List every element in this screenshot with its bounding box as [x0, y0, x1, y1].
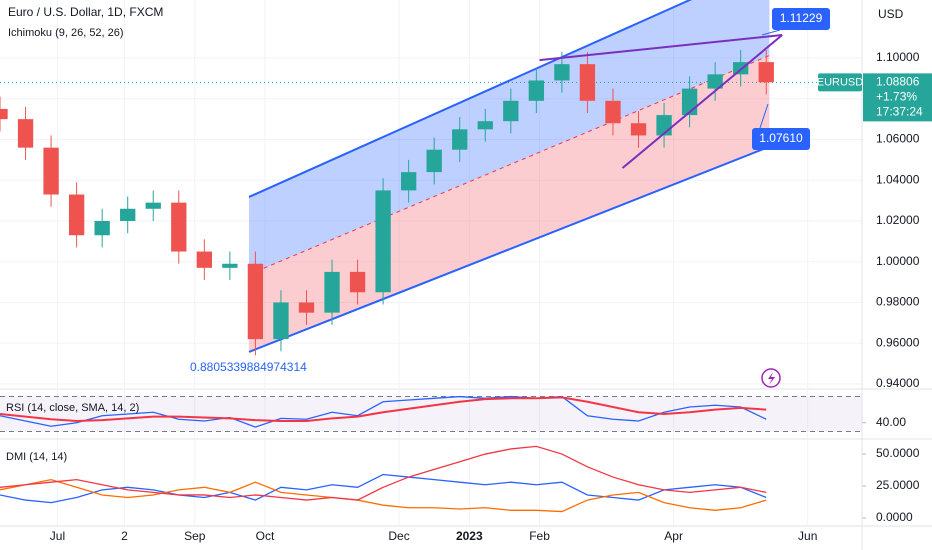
indicator-title: Ichimoku (9, 26, 52, 26)	[8, 27, 124, 39]
candle-body	[298, 302, 315, 313]
candle-body	[273, 302, 289, 340]
candle-body	[758, 62, 774, 83]
candle-body	[94, 220, 110, 236]
candle-body	[17, 119, 34, 148]
candle-body	[477, 121, 493, 130]
annotation-label: 1.11229	[780, 11, 823, 25]
price-pane	[0, 0, 783, 356]
countdown-label: 17:37:24	[876, 105, 923, 119]
annotation-connector	[759, 103, 769, 129]
candle-body	[120, 208, 136, 221]
candle-body	[43, 147, 59, 195]
candle-body	[145, 202, 161, 209]
candle-body	[579, 64, 596, 101]
candle-body	[554, 64, 570, 81]
candle-body	[68, 194, 85, 236]
y-tick-label: 1.00000	[876, 254, 920, 268]
y-tick-label: 1.04000	[876, 172, 920, 186]
candle-body	[426, 149, 442, 173]
indicator-panes	[0, 395, 862, 513]
y-tick-label: 0.96000	[876, 335, 920, 349]
y-tick-label: 40.00	[876, 415, 906, 429]
currency: USD	[878, 7, 904, 21]
candle-body	[707, 74, 723, 89]
candle-body	[528, 80, 545, 101]
y-tick-label: 0.0000	[876, 510, 913, 524]
x-tick-label: Sep	[184, 529, 206, 543]
x-tick-label: Apr	[664, 529, 683, 543]
indicator-line	[0, 396, 767, 422]
annotation-label: 1.07610	[759, 131, 803, 145]
rsi-title: RSI (14, close, SMA, 14, 2)	[6, 402, 139, 414]
y-tick-label: 1.10000	[876, 50, 920, 64]
indicator-line	[0, 395, 767, 428]
symbol-label: EURUSD	[817, 76, 864, 88]
candle-body	[0, 108, 8, 120]
x-tick-label: Jul	[50, 529, 65, 543]
x-tick-label: 2023	[456, 529, 483, 543]
labels: Jul2SepOctDec2023FebAprJun1.100001.08000…	[50, 8, 932, 543]
annotation-box	[772, 8, 830, 30]
indicator-line	[0, 445, 767, 501]
x-tick-label: Oct	[256, 529, 275, 543]
rsi-band-fill	[0, 396, 862, 432]
candle-body	[247, 263, 264, 340]
symbol-tag	[818, 73, 862, 92]
candle-body	[630, 123, 647, 136]
channel-upper	[248, 0, 693, 198]
change-label: +1.73%	[876, 90, 917, 104]
price-tag	[863, 73, 932, 122]
x-tick-label: 2	[121, 529, 128, 543]
indicator-line	[0, 473, 767, 504]
event-icon-bolt	[768, 372, 775, 385]
grid	[0, 0, 866, 525]
x-tick-label: Dec	[388, 529, 409, 543]
y-tick-label: 50.0000	[876, 446, 920, 460]
candle-body	[375, 190, 391, 293]
annotation-label: 0.8805339884974314	[190, 360, 307, 374]
y-tick-label: 1.06000	[876, 132, 920, 146]
indicator-line	[0, 478, 767, 513]
candle-body	[324, 271, 340, 313]
event-icon[interactable]	[761, 368, 781, 388]
y-tick-label: 0.94000	[876, 376, 920, 390]
candle-body	[503, 100, 519, 122]
wedge-line	[621, 34, 783, 169]
candle-body	[171, 202, 187, 252]
last-price-label: 1.08806	[876, 75, 920, 89]
y-tick-label: 25.0000	[876, 478, 920, 492]
candle-body	[605, 100, 621, 124]
channel-mid	[248, 55, 770, 275]
candle-body	[452, 129, 468, 150]
y-tick-label: 0.98000	[876, 295, 920, 309]
x-tick-label: Feb	[529, 529, 550, 543]
candle-body	[196, 251, 212, 268]
annotation-connector	[761, 29, 781, 36]
candle-body	[222, 263, 238, 268]
candle-body	[400, 172, 417, 191]
candle-body	[349, 271, 366, 293]
chart-title: Euro / U.S. Dollar, 1D, FXCM	[8, 5, 163, 19]
x-tick-label: Jun	[798, 529, 817, 543]
y-tick-label: 1.02000	[876, 213, 920, 227]
channel-lower	[248, 145, 770, 353]
wedge-line	[539, 34, 783, 62]
dmi-title: DMI (14, 14)	[6, 451, 67, 463]
annotation-box	[752, 128, 810, 150]
